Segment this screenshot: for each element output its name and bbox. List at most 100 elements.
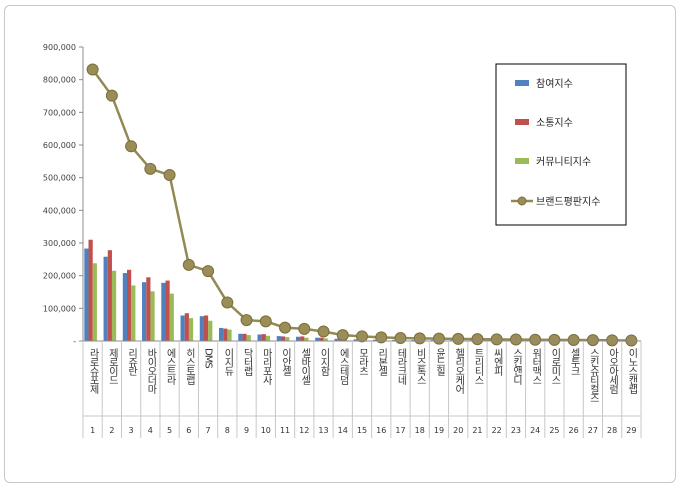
y-tick-label: - [73,337,76,346]
line-point [182,258,195,271]
line-point [375,331,388,344]
y-tick-label: 500,000 [43,174,76,183]
bar [169,293,174,341]
bar [261,334,266,341]
x-category-label: 이로미스 [549,348,561,384]
legend-label: 브랜드평판지수 [536,196,600,208]
line-point [317,325,330,338]
y-tick-label: 200,000 [43,272,76,281]
x-rank-label: 5 [167,426,172,435]
x-category-label: 이노스캔랩 [626,348,638,394]
bar [304,337,309,341]
line-point [413,332,426,345]
x-rank-label: 22 [492,426,502,435]
x-category-label: 마리포사 [260,348,272,386]
bar [146,277,151,341]
bar [150,291,155,341]
legend-box [495,63,627,226]
bar [165,280,170,341]
x-category-label: 닥터랩 [241,348,253,376]
x-category-label: 히스토랩 [183,348,195,385]
line-point [356,330,368,343]
x-rank-label: 3 [129,426,134,435]
line-point [432,332,445,345]
x-rank-label: 11 [280,426,290,435]
bar [127,269,132,341]
x-category-label: 트리티스 [472,348,484,384]
line-point [336,329,349,342]
line-point [452,332,465,345]
x-category-label: 에스트라 [164,348,176,386]
y-tick-label: 900,000 [43,43,76,52]
line-point [606,334,619,347]
bar [295,336,301,341]
bar [180,315,185,341]
bar [142,282,147,341]
bar [208,320,213,341]
bar [203,315,209,341]
x-category-label: 이지듀 [222,348,234,377]
line-point [490,333,503,346]
line-point [279,321,292,334]
bar [285,337,290,341]
legend-label: 참여지수 [536,78,573,90]
bar [257,334,262,341]
x-category-label: 제로이드 [106,348,118,384]
x-category-label: 비즈톡스 [414,348,426,384]
line-point [529,333,542,346]
bars [84,239,636,341]
y-tick-label: 800,000 [43,76,76,85]
x-axis: 라로슈포제 1 제로이드 2 리쥬란 3 바이오더마 4 에스트라 5 히스토랩 6 DMS 7 이지듀 8 닥… [82,340,642,438]
line-point [86,63,99,76]
bar [92,263,97,341]
bar [323,338,328,341]
x-rank-label: 29 [626,426,636,435]
x-rank-label: 20 [453,426,463,435]
y-tick-label: 400,000 [43,206,76,215]
y-tick-label: 100,000 [43,304,76,313]
x-rank-label: 23 [511,426,521,435]
x-category-label: 헬리오케어 [453,348,465,395]
line-point [548,333,561,346]
bar [242,333,247,341]
x-category-label: 셀투크 [568,348,580,375]
x-category-label: 아오아세럼 [607,348,619,394]
line-point [221,296,234,309]
line-point [105,89,118,102]
bar [103,256,108,341]
y-tick-label: 600,000 [43,141,76,150]
x-category-label: 이지함 [318,348,330,376]
bar [131,285,136,341]
x-rank-label: 9 [244,426,249,435]
x-category-label: 리본셀 [376,348,388,376]
x-rank-label: 25 [549,426,559,435]
line-point [471,333,484,346]
bar [265,335,271,341]
legend-swatch [515,80,529,86]
y-tick-label: 300,000 [43,239,76,248]
y-axis: - 100,000 200,000 300,000 400,000 500,000 600,… [43,43,84,346]
x-rank-label: 26 [569,426,579,435]
line-point [298,322,311,335]
x-category-label: 모라츠 [357,348,369,375]
x-rank-label: 2 [109,426,114,435]
x-rank-label: 16 [376,426,386,435]
chart-frame: - 100,000 200,000 300,000 400,000 500,000 600,… [4,5,676,483]
legend-swatch [515,119,529,125]
bar [300,336,305,341]
x-category-label: 워터맥스 [530,347,542,384]
bar [276,336,281,341]
x-rank-label: 12 [299,426,309,435]
line-point [259,315,272,328]
x-rank-label: 14 [338,426,348,435]
bar-line-chart: - 100,000 200,000 300,000 400,000 500,000 600,… [43,43,642,438]
x-rank-label: 24 [530,426,540,435]
legend-marker [517,196,527,206]
line-point [394,332,407,345]
x-rank-label: 8 [225,426,230,435]
x-category-label: 이안셀 [280,348,292,376]
line-point [586,334,599,347]
x-category-label: 스킨앤디 [510,348,522,386]
x-rank-label: 1 [90,426,95,435]
bar [122,273,128,341]
